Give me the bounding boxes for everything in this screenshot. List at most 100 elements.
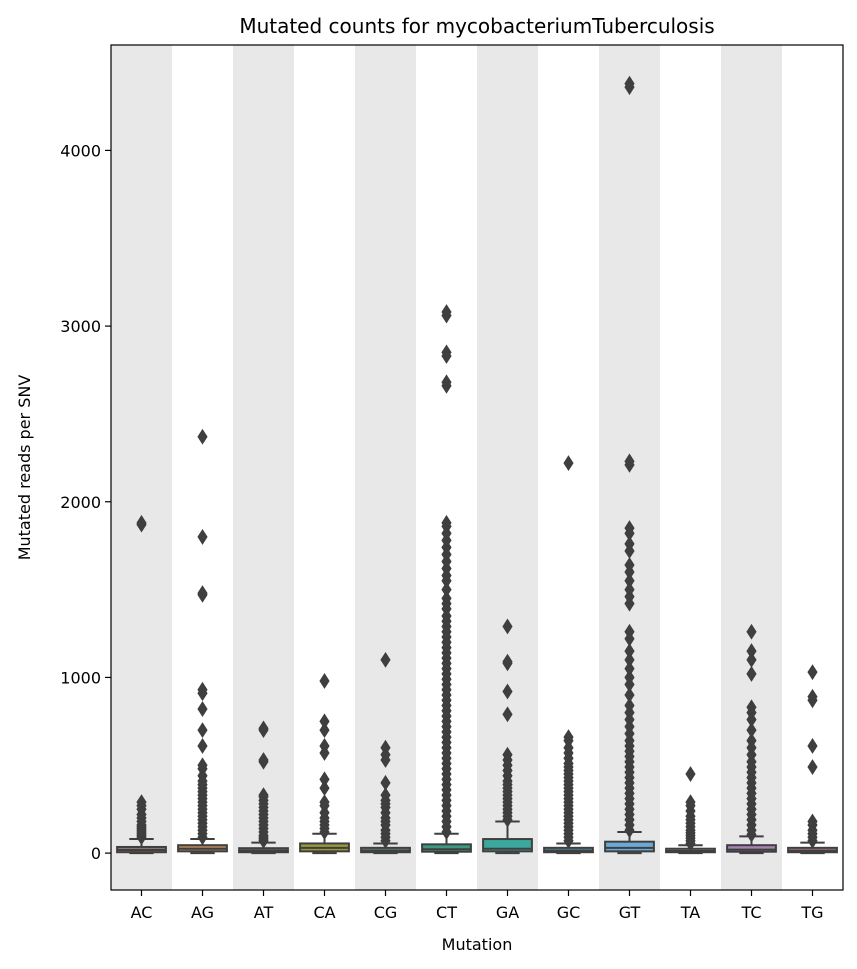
x-tick-label: TC: [740, 903, 761, 922]
outlier-point: [746, 699, 757, 716]
outlier-point: [380, 739, 391, 756]
box-tc: [726, 623, 777, 855]
outlier-point: [441, 514, 452, 531]
outlier-point: [624, 669, 635, 686]
x-tick-label: GT: [619, 903, 641, 922]
outlier-point: [624, 687, 635, 703]
outlier-point: [197, 757, 208, 774]
outlier-point: [197, 428, 208, 445]
outlier-point: [502, 706, 513, 723]
outlier-point: [319, 794, 330, 811]
outlier-point: [319, 722, 330, 739]
box-ta: [665, 766, 716, 855]
outlier-point: [624, 581, 635, 598]
outlier-point: [441, 581, 452, 598]
box-gc: [543, 455, 594, 855]
outlier-point: [624, 557, 635, 573]
x-tick-label: CT: [436, 903, 457, 922]
x-tick-label: GC: [557, 903, 581, 922]
outlier-point: [746, 732, 757, 749]
outlier-point: [380, 774, 391, 791]
outlier-point: [746, 643, 757, 660]
box-gt: [604, 75, 655, 855]
box-tg: [787, 664, 838, 855]
x-tick-label: AT: [254, 903, 274, 922]
outlier-point: [441, 344, 452, 361]
outlier-point: [624, 623, 635, 640]
outlier-point: [441, 374, 452, 391]
outlier-point: [685, 794, 696, 811]
box-ct: [421, 304, 472, 855]
outlier-point: [807, 813, 818, 830]
x-tick-label: CA: [313, 903, 335, 922]
box-ca: [299, 673, 350, 855]
outlier-point: [746, 651, 757, 668]
outlier-point: [441, 304, 452, 320]
y-axis: 0 1000 2000 3000 4000: [60, 141, 111, 863]
outlier-point: [807, 759, 818, 775]
outlier-point: [746, 665, 757, 682]
box-iqr: [421, 843, 472, 853]
chart-title: Mutated counts for mycobacteriumTubercul…: [239, 14, 714, 38]
outlier-point: [502, 746, 513, 763]
x-tick-label: TG: [800, 903, 823, 922]
box-iqr: [604, 840, 655, 853]
outlier-point: [624, 75, 635, 92]
outlier-point: [258, 787, 269, 804]
outlier-point: [136, 794, 147, 811]
box-ag: [177, 428, 228, 855]
outlier-point: [136, 514, 147, 531]
outlier-point: [807, 688, 818, 705]
outlier-point: [807, 738, 818, 754]
y-tick-label: 1000: [60, 668, 101, 687]
outlier-point: [746, 623, 757, 640]
box-plots: [116, 75, 838, 855]
box-ac: [116, 514, 167, 855]
x-axis: AC AG AT CA CG CT GA GC GT TA TC TG: [131, 890, 824, 922]
outlier-point: [197, 738, 208, 754]
x-tick-label: TA: [680, 903, 701, 922]
x-tick-label: AG: [191, 903, 214, 922]
box-iqr: [726, 844, 777, 853]
outlier-point: [624, 520, 635, 537]
y-axis-label: Mutated reads per SNV: [15, 375, 34, 561]
outlier-point: [746, 722, 757, 739]
outlier-point: [319, 780, 330, 797]
box-cg: [360, 651, 411, 855]
outlier-point: [319, 771, 330, 788]
outlier-point: [258, 720, 269, 737]
outlier-point: [197, 701, 208, 717]
outlier-point: [441, 590, 452, 607]
outlier-point: [502, 618, 513, 635]
band-ac: [111, 45, 172, 890]
outlier-point: [624, 697, 635, 714]
band-at: [233, 45, 294, 890]
outlier-point: [319, 713, 330, 730]
outlier-point: [319, 673, 330, 689]
outlier-point: [624, 572, 635, 589]
plot-frame: [110, 44, 844, 891]
outlier-point: [502, 653, 513, 670]
outlier-point: [624, 660, 635, 677]
y-tick-label: 4000: [60, 141, 101, 160]
outlier-point: [197, 681, 208, 698]
outlier-point: [624, 453, 635, 470]
outlier-point: [624, 535, 635, 552]
box-at: [238, 720, 289, 855]
x-tick-label: CG: [374, 903, 398, 922]
outlier-point: [807, 664, 818, 681]
outlier-point: [258, 752, 269, 768]
outlier-point: [319, 738, 330, 754]
outlier-point: [197, 528, 208, 545]
outlier-point: [197, 722, 208, 739]
x-tick-label: AC: [131, 903, 153, 922]
outlier-point: [197, 585, 208, 602]
box-ga: [482, 618, 533, 855]
outlier-point: [685, 766, 696, 782]
outlier-point: [380, 787, 391, 804]
y-tick-label: 2000: [60, 493, 101, 512]
outlier-point: [563, 455, 574, 472]
outlier-point: [502, 683, 513, 700]
x-tick-label: GA: [496, 903, 519, 922]
outlier-point: [624, 643, 635, 660]
